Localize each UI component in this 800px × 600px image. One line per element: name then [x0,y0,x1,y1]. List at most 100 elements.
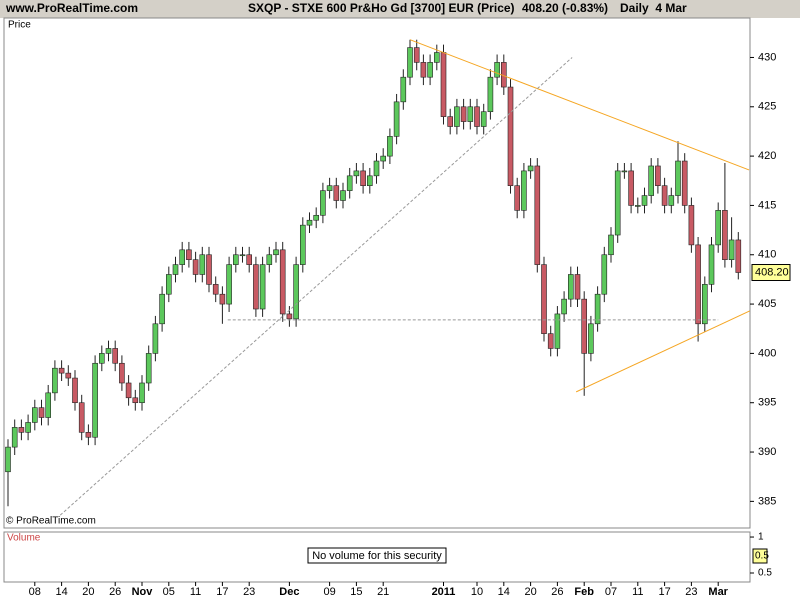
candle-body [72,377,78,404]
y-tick-label: 400 [758,347,776,359]
x-tick-label: 23 [243,586,255,598]
candle-body [360,170,366,186]
x-tick-label: 15 [350,586,362,598]
candle-body [313,214,320,221]
x-tick-label: 2011 [432,586,456,598]
candle-body [38,407,45,418]
candle-body [675,160,681,196]
candle-body [621,170,628,173]
candle-body [715,210,722,246]
candle-body [547,333,554,349]
candle-body [152,323,159,354]
candle-body [447,116,454,127]
current-value-box [752,548,768,564]
candle-body [166,274,172,295]
candle-body [99,353,105,364]
x-tick-label: Feb [574,586,594,598]
candle-body [641,195,648,206]
candle-body [52,367,58,394]
candle-body [480,111,487,127]
candle-body [574,274,581,300]
candle-body [5,446,11,473]
candle-body [387,136,393,157]
candle-body [253,264,259,310]
x-tick-label: 08 [29,586,41,598]
candle-body [58,367,65,374]
candle-body [320,190,326,216]
candle-body [139,382,145,404]
last-value-label: 408.20 [755,266,789,278]
candle-body [206,254,212,285]
candle-body [31,407,38,423]
candle-body [306,219,313,226]
candle-body [728,239,735,260]
candle-body [655,165,661,186]
candle-body [233,254,239,265]
y-tick-label: 430 [758,51,776,63]
candle-body [112,348,118,364]
candle-body [266,254,273,265]
x-tick-label: 09 [323,586,335,598]
candle-body [695,244,701,325]
candle-body [239,254,246,257]
candle-body [661,185,668,206]
candle-body [494,62,500,78]
y-tick-label: 395 [758,397,776,409]
y-tick-label: 385 [758,495,776,507]
candle-body [735,239,742,273]
candle-body [78,402,85,433]
candle-body [172,264,179,275]
panel-label: Price [8,20,31,31]
candle-body [561,298,567,315]
x-tick-label: 17 [658,586,670,598]
current-value-label: 0.5 [755,551,769,562]
candle-body [346,175,353,191]
panel-label: Volume [7,533,41,544]
candle-body [634,205,641,207]
candle-body [474,106,480,127]
note: No volume for this security [312,550,442,562]
candle-body [594,293,601,325]
candle-body [259,264,266,310]
last-value-box [751,264,791,282]
candle-body [212,284,219,295]
candle-body [588,323,594,354]
candle-body [708,244,715,285]
x-tick-label: 14 [55,586,67,598]
note-box [307,547,447,564]
x-tick-label: 20 [524,586,536,598]
candle-body [467,106,474,122]
site: www.ProRealTime.com [5,1,138,15]
trend-line [409,39,750,171]
candle-body [427,62,433,78]
candle-body [601,254,608,295]
candle-body [105,348,112,354]
candle-body [628,170,634,206]
candle-body [179,249,185,265]
candle-body [581,298,588,354]
candle-body [186,249,192,260]
candle-body [219,293,226,305]
candle-body [226,264,232,305]
candle-body [293,264,299,320]
x-tick-label: 10 [471,586,483,598]
candle-body [25,422,31,433]
x-tick-label: 17 [216,586,228,598]
x-tick-label: 23 [685,586,697,598]
candle-body [722,210,728,260]
candle-body [433,52,440,63]
candle-body [507,86,514,186]
plot-area [3,17,751,529]
candle-body [45,392,52,418]
x-tick-label: 07 [605,586,617,598]
x-tick-label: 11 [190,586,201,598]
candle-body [541,264,547,334]
candle-body [608,234,614,256]
candle-body [521,170,527,211]
x-tick-label: Mar [708,586,728,598]
candle-body [132,397,139,404]
period: Daily 4 Mar [620,1,687,15]
title: SXQP - STXE 600 Pr&Ho Gd [3700] EUR (Pri… [248,1,515,15]
